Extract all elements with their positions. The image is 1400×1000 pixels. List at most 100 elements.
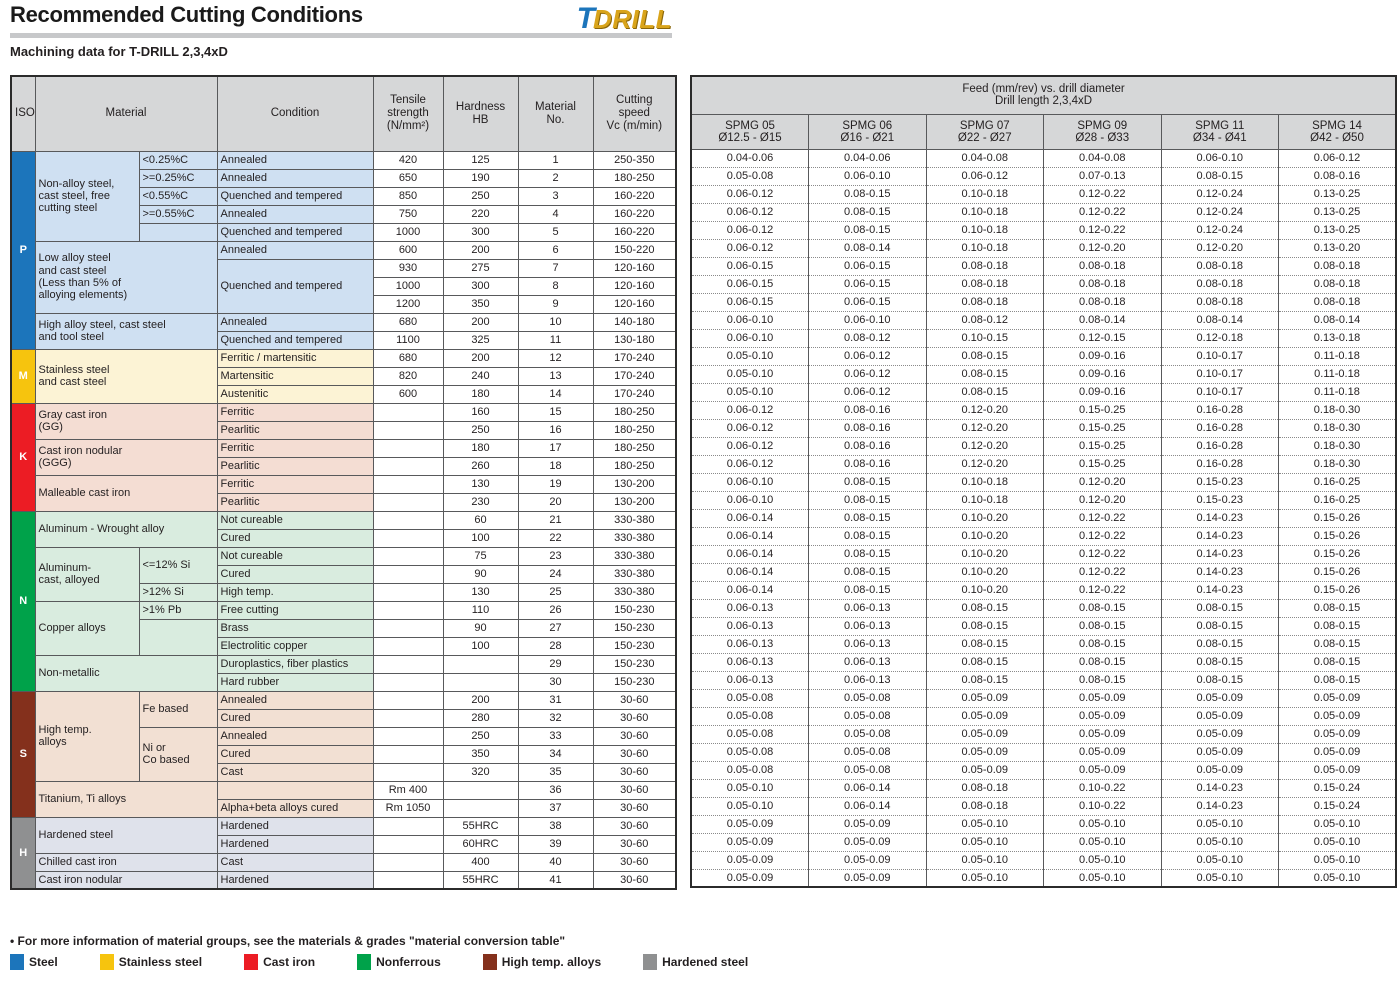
hardness-cell: 400 (442, 852, 519, 872)
feed-cell-spmg-1: 0.08-0.15 (808, 580, 927, 599)
feed-cell-spmg-2: 0.08-0.15 (925, 382, 1044, 401)
material-spec-cell (138, 618, 218, 656)
feed-cell-spmg-3: 0.08-0.18 (1043, 256, 1162, 275)
feed-cell-spmg-0: 0.06-0.13 (690, 670, 809, 689)
material-no-cell: 9 (517, 294, 594, 314)
hardness-cell (442, 780, 519, 800)
subtitle: Machining data for T-DRILL 2,3,4xD (10, 44, 228, 59)
legend-label-1: Stainless steel (118, 955, 203, 969)
feed-cell-spmg-1: 0.08-0.15 (808, 490, 927, 509)
feed-cell-spmg-3: 0.15-0.25 (1043, 454, 1162, 473)
feed-cell-spmg-2: 0.08-0.18 (925, 292, 1044, 311)
feed-cell-spmg-2: 0.12-0.20 (925, 400, 1044, 419)
feed-row: 0.06-0.10 0.08-0.15 0.10-0.18 0.12-0.20 0.15… (690, 490, 1397, 509)
feed-cell-spmg-4: 0.16-0.28 (1160, 454, 1279, 473)
tensile-strength-cell: 600 (372, 384, 444, 404)
material-no-cell: 18 (517, 456, 594, 476)
feed-cell-spmg-1: 0.06-0.12 (808, 382, 927, 401)
iso-badge-n: N (10, 510, 36, 692)
feed-cell-spmg-5: 0.11-0.18 (1278, 346, 1397, 365)
condition-cell: Annealed (216, 240, 374, 260)
tensile-strength-cell (372, 708, 444, 728)
table-row: 1200 350 9 120-160 (11, 294, 677, 314)
legend-swatch-1 (99, 954, 114, 970)
feed-cell-spmg-4: 0.16-0.28 (1160, 436, 1279, 455)
hardness-cell: 200 (442, 312, 519, 332)
hardness-cell: 90 (442, 618, 519, 638)
tensile-strength-cell: 650 (372, 168, 444, 188)
table-row: Aluminum- cast, alloyed <=12% Si Not curea… (11, 546, 677, 602)
feed-cell-spmg-0: 0.05-0.08 (690, 688, 809, 707)
condition-cell: Not cureable (216, 510, 374, 530)
feed-cell-spmg-3: 0.10-0.22 (1043, 778, 1162, 797)
feed-cell-spmg-1: 0.06-0.13 (808, 616, 927, 635)
feed-cell-spmg-1: 0.05-0.08 (808, 706, 927, 725)
hardness-cell: 60HRC (442, 834, 519, 854)
tensile-strength-cell: 1000 (372, 222, 444, 242)
material-no-cell: 26 (517, 600, 594, 620)
feed-cell-spmg-4: 0.05-0.09 (1160, 706, 1279, 725)
condition-cell: Annealed (216, 690, 374, 710)
table-row: N Aluminum - Wrought alloy Not cureable 60 2… (10, 510, 677, 692)
feed-cell-spmg-5: 0.15-0.26 (1278, 562, 1397, 581)
feed-cell-spmg-1: 0.08-0.15 (808, 220, 927, 239)
feed-cell-spmg-5: 0.16-0.25 (1278, 472, 1397, 491)
table-row: Quenched and tempered 1100 325 11 130-180 (11, 330, 677, 350)
left-header-row: ISO Material Condition Tensile strength (N/… (10, 75, 677, 152)
table-row: >12% Si High temp. 130 25 330-380 (11, 582, 677, 602)
feed-cell-spmg-0: 0.05-0.10 (690, 778, 809, 797)
cutting-speed-cell: 330-380 (592, 582, 677, 602)
cutting-speed-cell: 30-60 (592, 852, 677, 872)
cutting-speed-cell: 330-380 (592, 564, 677, 584)
feed-cell-spmg-1: 0.08-0.15 (808, 562, 927, 581)
feed-cell-spmg-4: 0.16-0.28 (1160, 400, 1279, 419)
feed-cell-spmg-3: 0.15-0.25 (1043, 400, 1162, 419)
hardness-cell: 130 (442, 582, 519, 602)
hardness-cell: 280 (442, 708, 519, 728)
feed-cell-spmg-0: 0.06-0.14 (690, 526, 809, 545)
feed-cell-spmg-1: 0.08-0.15 (808, 508, 927, 527)
tensile-strength-cell (372, 402, 444, 422)
material-no-cell: 31 (517, 690, 594, 710)
cutting-speed-cell: 170-240 (592, 348, 677, 368)
feed-cell-spmg-4: 0.05-0.10 (1160, 832, 1279, 851)
material-no-cell: 38 (517, 816, 594, 836)
feed-cell-spmg-3: 0.12-0.22 (1043, 202, 1162, 221)
feed-row: 0.06-0.12 0.08-0.15 0.10-0.18 0.12-0.22 0.12… (690, 202, 1397, 221)
cutting-speed-cell: 30-60 (592, 690, 677, 710)
feed-row: 0.06-0.13 0.06-0.13 0.08-0.15 0.08-0.15 0.08… (690, 652, 1397, 671)
feed-cell-spmg-2: 0.08-0.15 (925, 670, 1044, 689)
iso-badge-s: S (10, 690, 36, 818)
feed-cell-spmg-0: 0.06-0.14 (690, 580, 809, 599)
table-row: P Non-alloy steel, cast steel, free cutti… (10, 150, 677, 350)
legend-label-5: Hardened steel (662, 955, 749, 969)
feed-cell-spmg-5: 0.15-0.26 (1278, 526, 1397, 545)
feed-cell-spmg-1: 0.04-0.06 (808, 148, 927, 167)
table-row: Titanium, Ti alloys Rm 400 36 30-60 (11, 780, 677, 818)
iso-badge-k: K (10, 402, 36, 512)
feed-row: 0.05-0.08 0.05-0.08 0.05-0.09 0.05-0.09 0.05… (690, 706, 1397, 725)
feed-cell-spmg-4: 0.12-0.18 (1160, 328, 1279, 347)
tensile-strength-cell: 850 (372, 186, 444, 206)
feed-cell-spmg-0: 0.05-0.09 (690, 850, 809, 869)
spmg-column-header-3: SPMG 09 Ø28 - Ø33 (1043, 113, 1162, 150)
feed-cell-spmg-1: 0.05-0.08 (808, 724, 927, 743)
feed-row: 0.05-0.09 0.05-0.09 0.05-0.10 0.05-0.10 0.05… (690, 868, 1397, 887)
table-row: Alpha+beta alloys cured Rm 1050 37 30-60 (11, 798, 677, 818)
legend-swatch-5 (643, 954, 658, 970)
table-row: Brass 90 27 150-230 (11, 618, 677, 656)
feed-cell-spmg-1: 0.06-0.13 (808, 634, 927, 653)
feed-cell-spmg-2: 0.05-0.10 (925, 814, 1044, 833)
feed-cell-spmg-4: 0.14-0.23 (1160, 580, 1279, 599)
feed-cell-spmg-2: 0.08-0.15 (925, 634, 1044, 653)
feed-cell-spmg-5: 0.08-0.16 (1278, 166, 1397, 185)
feed-cell-spmg-3: 0.05-0.09 (1043, 742, 1162, 761)
cutting-speed-cell: 120-160 (592, 294, 677, 314)
cutting-speed-cell: 180-250 (592, 438, 677, 458)
feed-row: 0.06-0.12 0.08-0.16 0.12-0.20 0.15-0.25 0.16… (690, 436, 1397, 455)
material-no-cell: 17 (517, 438, 594, 458)
cutting-speed-cell: 160-220 (592, 204, 677, 224)
feed-cell-spmg-4: 0.08-0.15 (1160, 652, 1279, 671)
tensile-strength-cell (372, 816, 444, 836)
feed-cell-spmg-4: 0.05-0.09 (1160, 742, 1279, 761)
